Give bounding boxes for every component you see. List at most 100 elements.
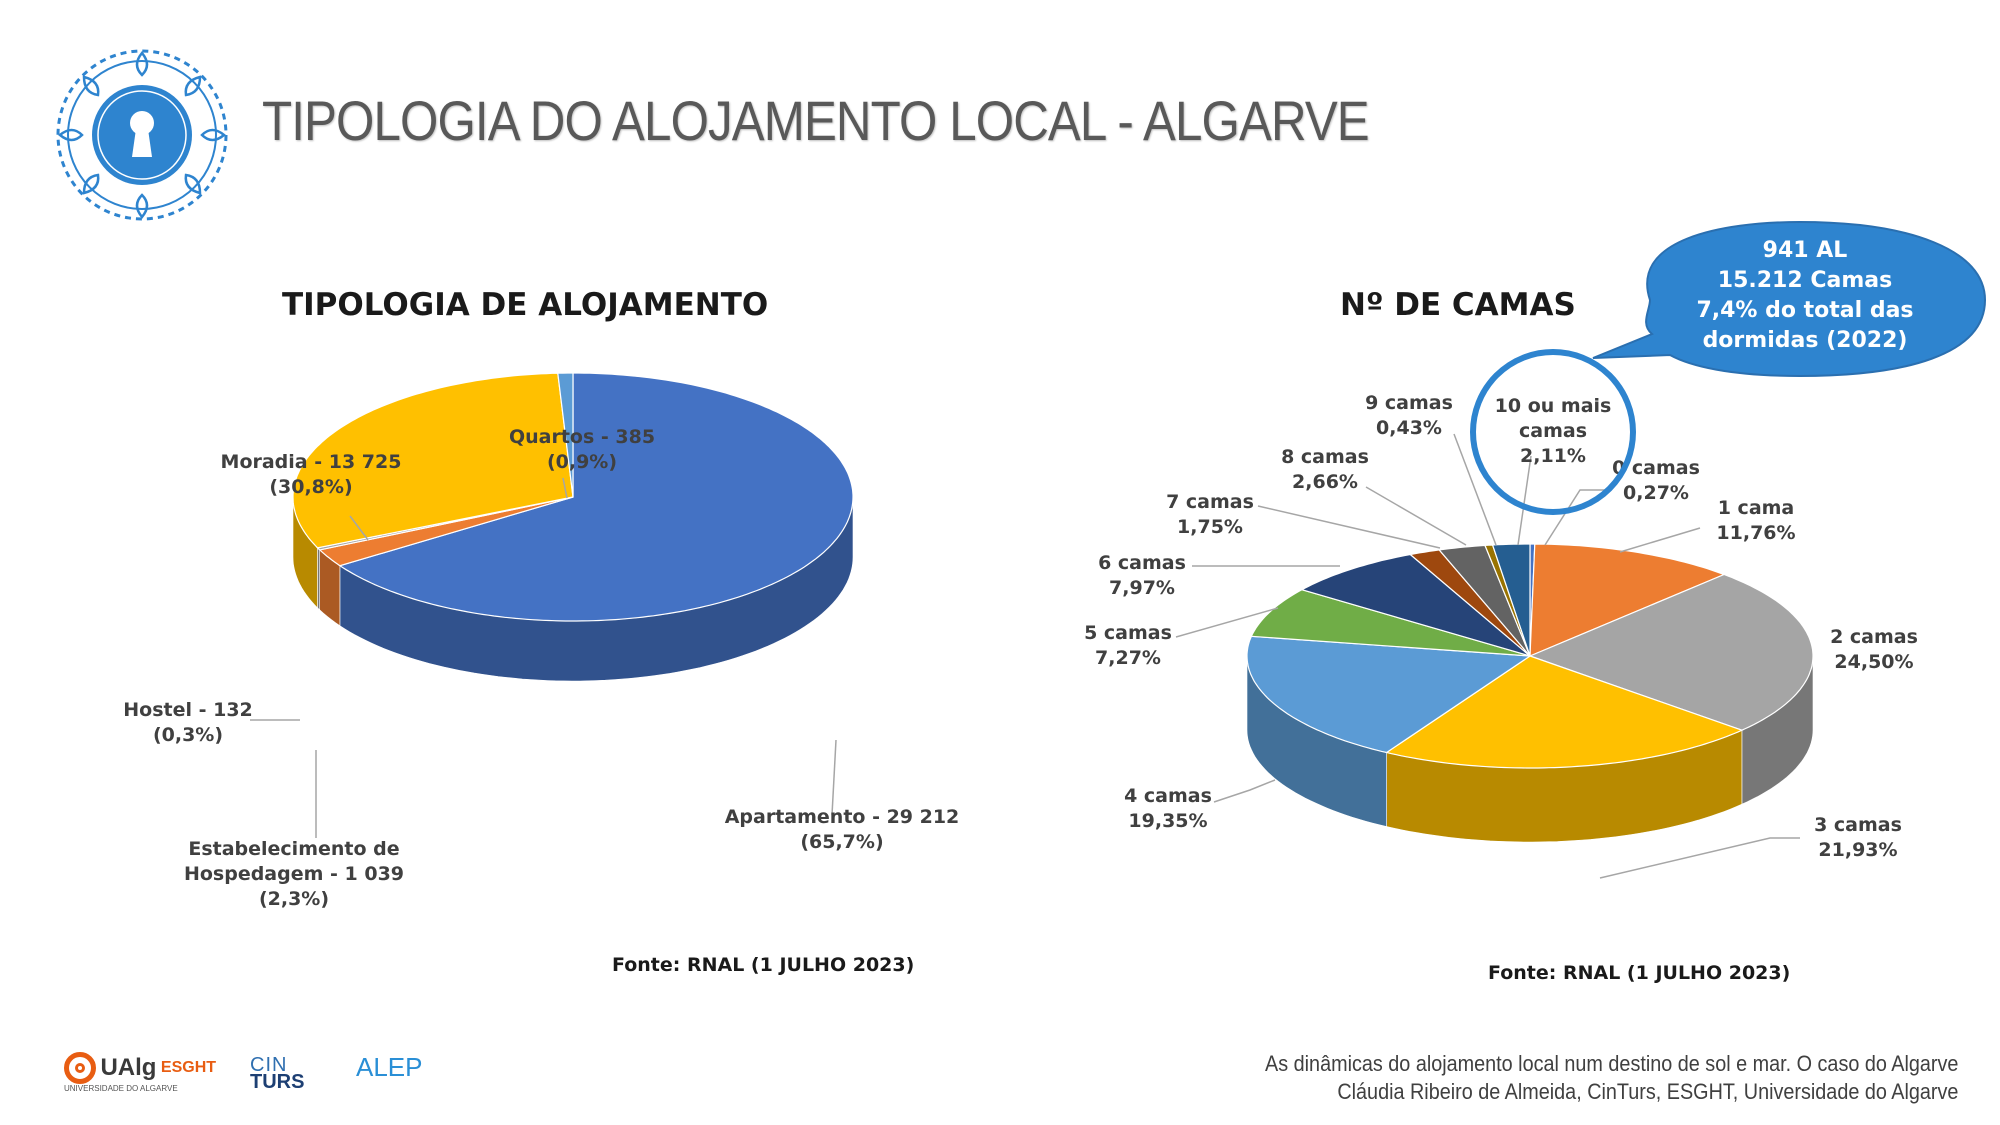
pie-slice-8-camas — [1438, 544, 1531, 657]
label-0-camas-line-2: 0,27% — [1623, 482, 1689, 504]
alep-mark: ALEP — [356, 1052, 423, 1082]
label-leader-lines — [250, 433, 1800, 879]
pie-slice-5-camas — [1250, 589, 1531, 657]
ualg-sub: UNIVERSIDADE DO ALGARVE — [64, 1084, 178, 1093]
label-quartos-line-1: Quartos - 385 — [509, 426, 655, 448]
pie-slice-moradia — [292, 372, 574, 549]
ualg-name: UAlg — [100, 1054, 157, 1081]
label-6-camas-line-1: 6 camas — [1098, 552, 1186, 574]
leader-apartamento — [831, 739, 837, 816]
callout-line-2: 15.212 Camas — [1717, 268, 1893, 293]
pie-slice-1-cama — [1529, 543, 1726, 657]
label-1-cama-line-1: 1 cama — [1718, 497, 1795, 519]
citation-line-2: Cláudia Ribeiro de Almeida, CinTurs, ESG… — [1336, 1079, 1958, 1104]
label-9-camas-line-1: 9 camas — [1365, 392, 1453, 414]
label-1-cama-line-2: 11,76% — [1716, 522, 1795, 544]
cinturs-top: CIN — [250, 1054, 288, 1076]
keyhole-logo-icon — [56, 49, 228, 221]
label-6-camas-line-2: 7,97% — [1109, 577, 1175, 599]
citation-line-1: As dinâmicas do alojamento local num des… — [1264, 1051, 1958, 1076]
ualg-logo: UAlg ESGHT UNIVERSIDADE DO ALGARVE — [64, 1052, 216, 1093]
callout-line-3: 7,4% do total das — [1696, 298, 1914, 323]
data-labels: Apartamento - 29 212 (65,7%) Estabelecimen… — [123, 392, 1918, 910]
label-8-camas: 8 camas 2,66% — [1281, 446, 1369, 493]
leader-3-camas — [1599, 837, 1800, 879]
slide-title: TIPOLOGIA DO ALOJAMENTO LOCAL - ALGARVE — [262, 89, 1370, 152]
label-estabelecimento-line-1: Estabelecimento de — [188, 838, 399, 860]
label-apartamento: Apartamento - 29 212 (65,7%) — [725, 806, 960, 853]
label-3-camas-line-1: 3 camas — [1814, 814, 1902, 836]
leader-quartos — [562, 477, 568, 499]
cinturs-bottom: TURS — [250, 1071, 305, 1093]
pie-slice-3-camas — [1385, 655, 1744, 769]
label-7-camas-line-2: 1,75% — [1177, 516, 1243, 538]
leader-7-camas — [1257, 505, 1441, 549]
pie-slice-7-camas — [1408, 549, 1531, 657]
leader-0-camas — [1544, 489, 1605, 546]
label-2-camas: 2 camas 24,50% — [1830, 626, 1918, 673]
callout-bubble — [1592, 220, 1987, 378]
label-quartos: Quartos - 385 (0,9%) — [509, 426, 655, 473]
left-chart-source: Fonte: RNAL (1 JULHO 2023) — [612, 954, 915, 976]
label-moradia: Moradia - 13 725 (30,8%) — [221, 451, 402, 498]
pie-slice-quartos — [557, 372, 574, 498]
highlight-circle — [1470, 349, 1636, 515]
leader-9-camas — [1453, 433, 1497, 546]
alep-logo: ALEP — [356, 1052, 423, 1083]
label-hostel-line-1: Hostel - 132 — [123, 699, 253, 721]
label-moradia-line-1: Moradia - 13 725 — [221, 451, 402, 473]
label-10-ou-mais-camas-line-1: 10 ou mais — [1495, 395, 1612, 417]
label-5-camas: 5 camas 7,27% — [1084, 622, 1172, 669]
label-estabelecimento-line-2: Hospedagem - 1 039 — [184, 863, 404, 885]
label-9-camas: 9 camas 0,43% — [1365, 392, 1453, 439]
ualg-mark-icon — [64, 1052, 96, 1084]
leader-4-camas — [1213, 779, 1276, 803]
label-4-camas-line-2: 19,35% — [1128, 810, 1207, 832]
footer-citation: As dinâmicas do alojamento local num des… — [1265, 1050, 1958, 1106]
label-7-camas-line-1: 7 camas — [1166, 491, 1254, 513]
pie-slice-4-camas — [1246, 635, 1532, 754]
label-5-camas-line-2: 7,27% — [1095, 647, 1161, 669]
label-10-ou-mais-camas: 10 ou mais camas 2,11% — [1495, 395, 1612, 467]
label-8-camas-line-1: 8 camas — [1281, 446, 1369, 468]
pie-slice-2-camas — [1528, 573, 1814, 731]
label-8-camas-line-2: 2,66% — [1292, 471, 1358, 493]
label-estabelecimento: Estabelecimento de Hospedagem - 1 039 (2,3… — [184, 838, 404, 910]
label-hostel-line-2: (0,3%) — [153, 724, 223, 746]
label-4-camas: 4 camas 19,35% — [1124, 785, 1212, 832]
leader-10-ou-mais-camas — [1517, 455, 1532, 546]
label-quartos-line-2: (0,9%) — [547, 451, 617, 473]
label-5-camas-line-1: 5 camas — [1084, 622, 1172, 644]
label-0-camas-line-1: 0 camas — [1612, 457, 1700, 479]
label-10-ou-mais-camas-line-2: camas — [1519, 420, 1587, 442]
callout-text: 941 AL 15.212 Camas 7,4% do total das do… — [1630, 236, 1980, 356]
callout-line-1: 941 AL — [1762, 238, 1848, 263]
left-pie-chart — [292, 372, 854, 682]
cinturs-logo: CIN TURS — [250, 1054, 304, 1094]
label-2-camas-line-2: 24,50% — [1834, 651, 1913, 673]
ualg-school: ESGHT — [160, 1059, 217, 1076]
label-2-camas-line-1: 2 camas — [1830, 626, 1918, 648]
label-7-camas: 7 camas 1,75% — [1166, 491, 1254, 538]
pie-slice-6-camas — [1300, 553, 1531, 657]
right-pie-chart — [1246, 543, 1814, 843]
pie-slice-apartamento — [338, 372, 854, 622]
leader-1-cama — [1619, 527, 1701, 553]
leader-moradia — [349, 515, 369, 541]
label-9-camas-line-2: 0,43% — [1376, 417, 1442, 439]
label-3-camas: 3 camas 21,93% — [1814, 814, 1902, 861]
pie-slice-estabelecimento-de-hospedagem — [318, 496, 574, 567]
right-chart-source: Fonte: RNAL (1 JULHO 2023) — [1488, 962, 1791, 984]
label-10-ou-mais-camas-line-3: 2,11% — [1520, 445, 1586, 467]
leader-8-camas — [1365, 486, 1467, 546]
label-estabelecimento-line-3: (2,3%) — [259, 888, 329, 910]
label-hostel: Hostel - 132 (0,3%) — [123, 699, 253, 746]
label-4-camas-line-1: 4 camas — [1124, 785, 1212, 807]
label-6-camas: 6 camas 7,97% — [1098, 552, 1186, 599]
pie-side-hostel — [317, 547, 320, 611]
label-0-camas: 0 camas 0,27% — [1612, 457, 1700, 504]
label-1-cama: 1 cama 11,76% — [1716, 497, 1795, 544]
label-apartamento-line-2: (65,7%) — [800, 831, 883, 853]
callout-line-4: dormidas (2022) — [1702, 328, 1908, 353]
